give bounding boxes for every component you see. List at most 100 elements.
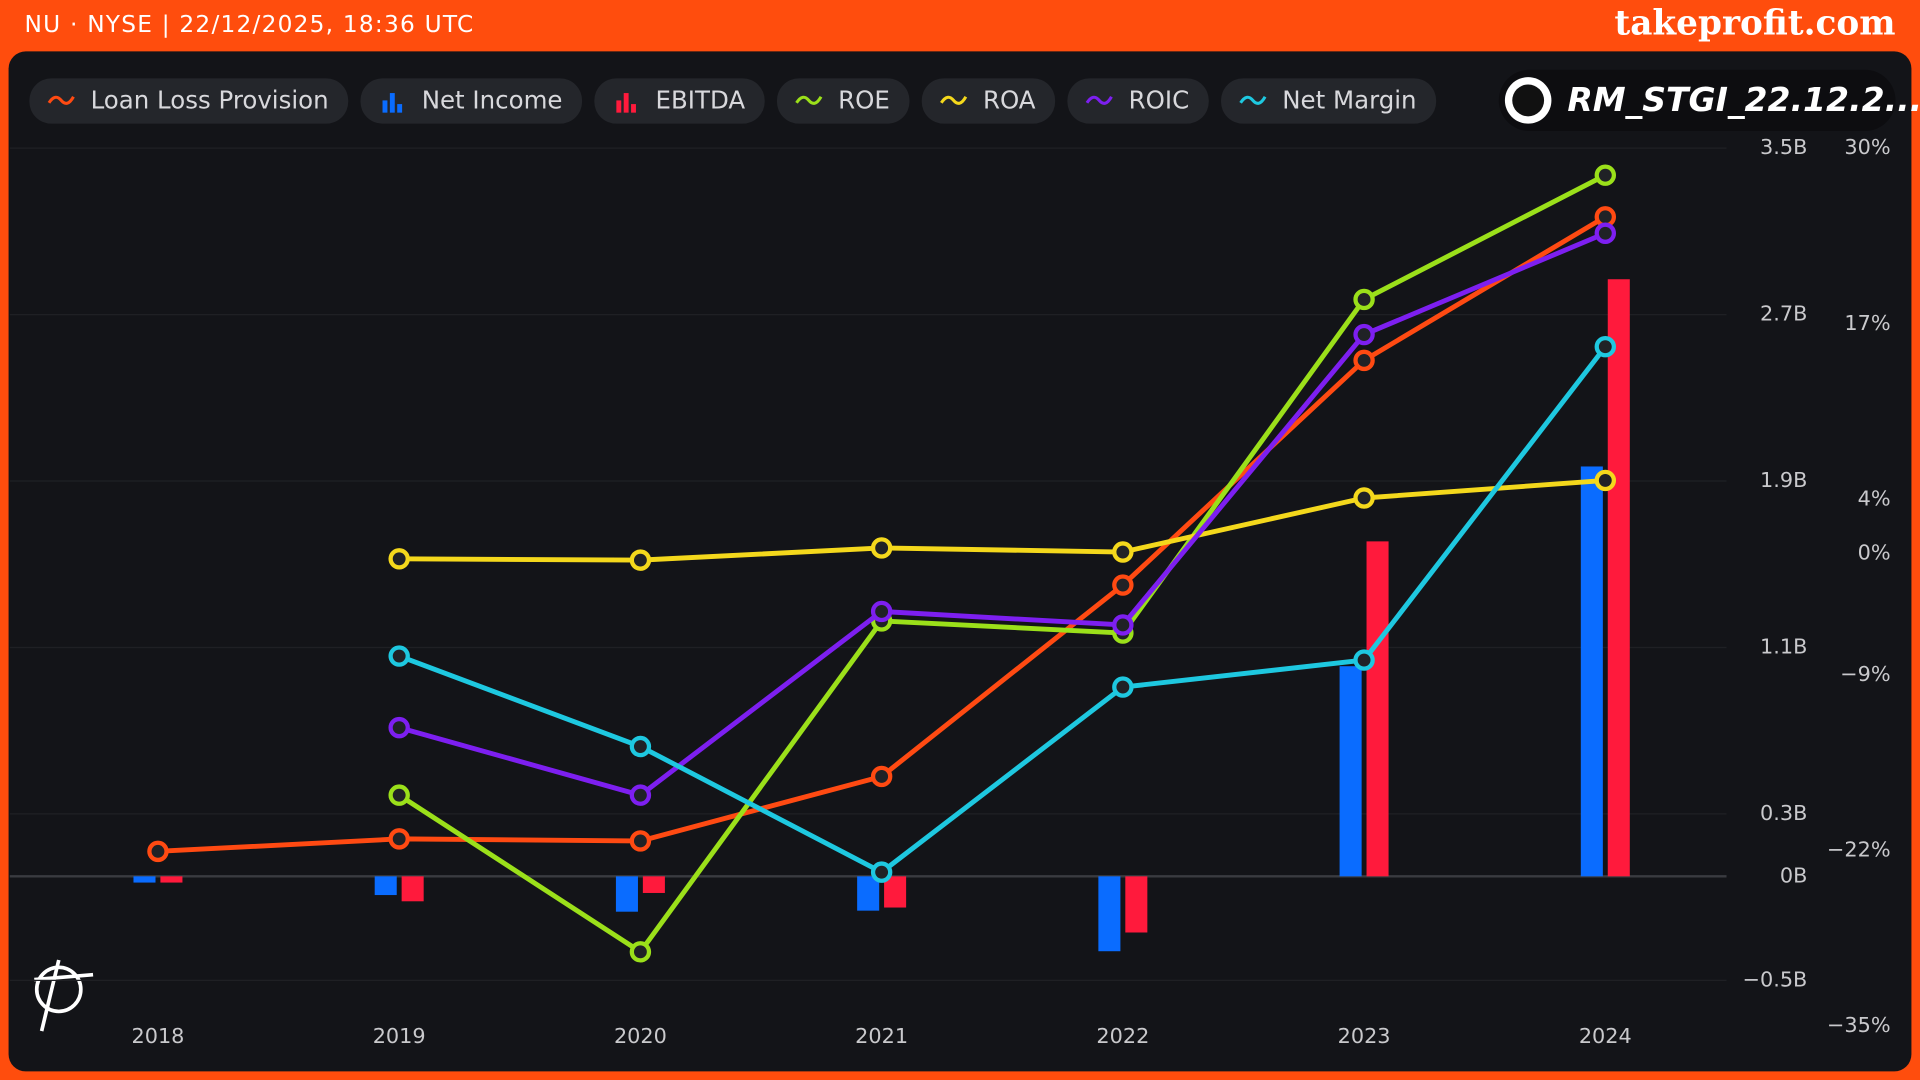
y2-tick-label: −22% <box>1827 838 1891 862</box>
legend-label: ROIC <box>1129 86 1190 115</box>
point-marker <box>629 735 652 758</box>
x-tick-label: 2023 <box>1338 1024 1391 1048</box>
bar <box>1607 279 1630 877</box>
x-tick-label: 2024 <box>1579 1024 1632 1048</box>
bar <box>401 876 424 902</box>
y-tick-label: 0.3B <box>1760 801 1807 825</box>
y-tick-label: 3.5B <box>1760 135 1807 159</box>
legend-icon <box>47 95 75 105</box>
point-marker <box>629 549 652 571</box>
x-tick-label: 2021 <box>855 1024 908 1048</box>
bar <box>1580 466 1603 877</box>
legend-item[interactable]: ROA <box>921 78 1056 124</box>
legend-label: ROA <box>983 86 1036 115</box>
x-tick-label: 2022 <box>1096 1024 1149 1048</box>
legend-item[interactable]: ROIC <box>1067 78 1209 124</box>
y2-tick-label: 30% <box>1844 135 1890 159</box>
legend-item[interactable]: Loan Loss Provision <box>29 78 349 124</box>
x-tick-label: 2020 <box>614 1024 667 1048</box>
legend-icon <box>616 100 622 113</box>
y2-tick-label: 0% <box>1858 540 1891 564</box>
series-line <box>397 173 1607 955</box>
legend-label: Loan Loss Provision <box>91 86 329 115</box>
point-marker <box>1112 614 1134 636</box>
point-marker <box>388 828 410 850</box>
x-tick-label: 2019 <box>373 1024 426 1048</box>
y-tick-label: 1.1B <box>1760 634 1807 658</box>
series-line <box>398 230 1607 798</box>
legend-icon <box>1085 95 1113 105</box>
point-marker <box>388 716 410 739</box>
author-badge[interactable] <box>1498 69 1896 132</box>
legend-label: Net Income <box>422 86 563 115</box>
y-tick-label: 1.9B <box>1760 468 1807 492</box>
source: NU · NYSE | 22/12/2025, 18:36 UTC <box>24 11 474 38</box>
point-marker <box>388 784 410 806</box>
legend-chip <box>921 78 1056 124</box>
legend-chip <box>1067 78 1209 124</box>
point-marker <box>629 941 652 963</box>
legend-item[interactable]: ROE <box>776 78 910 124</box>
point-marker <box>1353 323 1375 346</box>
legend-chip <box>29 78 349 124</box>
series-line <box>399 477 1606 563</box>
bar <box>1125 876 1148 933</box>
series-line <box>398 345 1608 875</box>
point-marker <box>870 600 893 623</box>
point-marker <box>1594 222 1617 244</box>
legend-label: ROE <box>838 86 890 115</box>
legend-icon <box>397 104 403 113</box>
legend-icon <box>631 104 636 113</box>
y-tick-label: 2.7B <box>1760 302 1807 326</box>
author-avatar-icon <box>1512 84 1545 117</box>
legend-chip <box>360 78 583 124</box>
bar <box>133 876 156 883</box>
bar <box>884 876 907 908</box>
point-marker <box>629 830 652 852</box>
legend-label: EBITDA <box>656 86 746 115</box>
y2-tick-label: −9% <box>1840 662 1890 686</box>
bar <box>1098 876 1121 952</box>
x-tick-label: 2018 <box>131 1024 184 1048</box>
y2-tick-label: 17% <box>1844 311 1890 335</box>
y-tick-label: −0.5B <box>1743 967 1808 991</box>
legend-chip <box>594 78 765 124</box>
legend-icon <box>389 93 395 113</box>
brand[interactable]: takeprofit.com <box>1614 4 1895 44</box>
y2-tick-label: 4% <box>1858 486 1891 510</box>
legend-item[interactable]: Net Margin <box>1221 78 1437 124</box>
bar <box>615 876 638 912</box>
legend-chip <box>1221 78 1437 124</box>
bar <box>857 876 880 911</box>
point-marker <box>1353 288 1375 311</box>
point-marker <box>1112 574 1134 596</box>
legend-item[interactable]: EBITDA <box>594 78 765 124</box>
legend-icon <box>940 95 968 105</box>
point-marker <box>870 537 893 559</box>
point-marker <box>1112 541 1134 563</box>
point-marker <box>1594 164 1617 186</box>
point-marker <box>1594 469 1617 492</box>
legend-icon <box>1239 95 1267 105</box>
point-marker <box>1353 349 1375 372</box>
y2-tick-label: −35% <box>1827 1013 1891 1037</box>
legend-icon <box>795 95 823 105</box>
legend-item[interactable]: Net Income <box>360 78 583 124</box>
bar <box>642 876 665 893</box>
author-name: RM_STGI_22.12.2... <box>1567 80 1920 119</box>
legend-chip <box>776 78 910 124</box>
point-marker <box>1112 676 1134 698</box>
bar <box>374 876 397 896</box>
point-marker <box>870 765 893 788</box>
bar <box>1366 541 1389 877</box>
point-marker <box>1594 336 1617 358</box>
legend-icon <box>382 100 388 113</box>
y-tick-label: 0B <box>1780 863 1808 887</box>
bar <box>1339 666 1362 877</box>
point-marker <box>388 645 410 667</box>
point-marker <box>388 548 410 570</box>
point-marker <box>1353 487 1375 509</box>
point-marker <box>870 861 893 883</box>
